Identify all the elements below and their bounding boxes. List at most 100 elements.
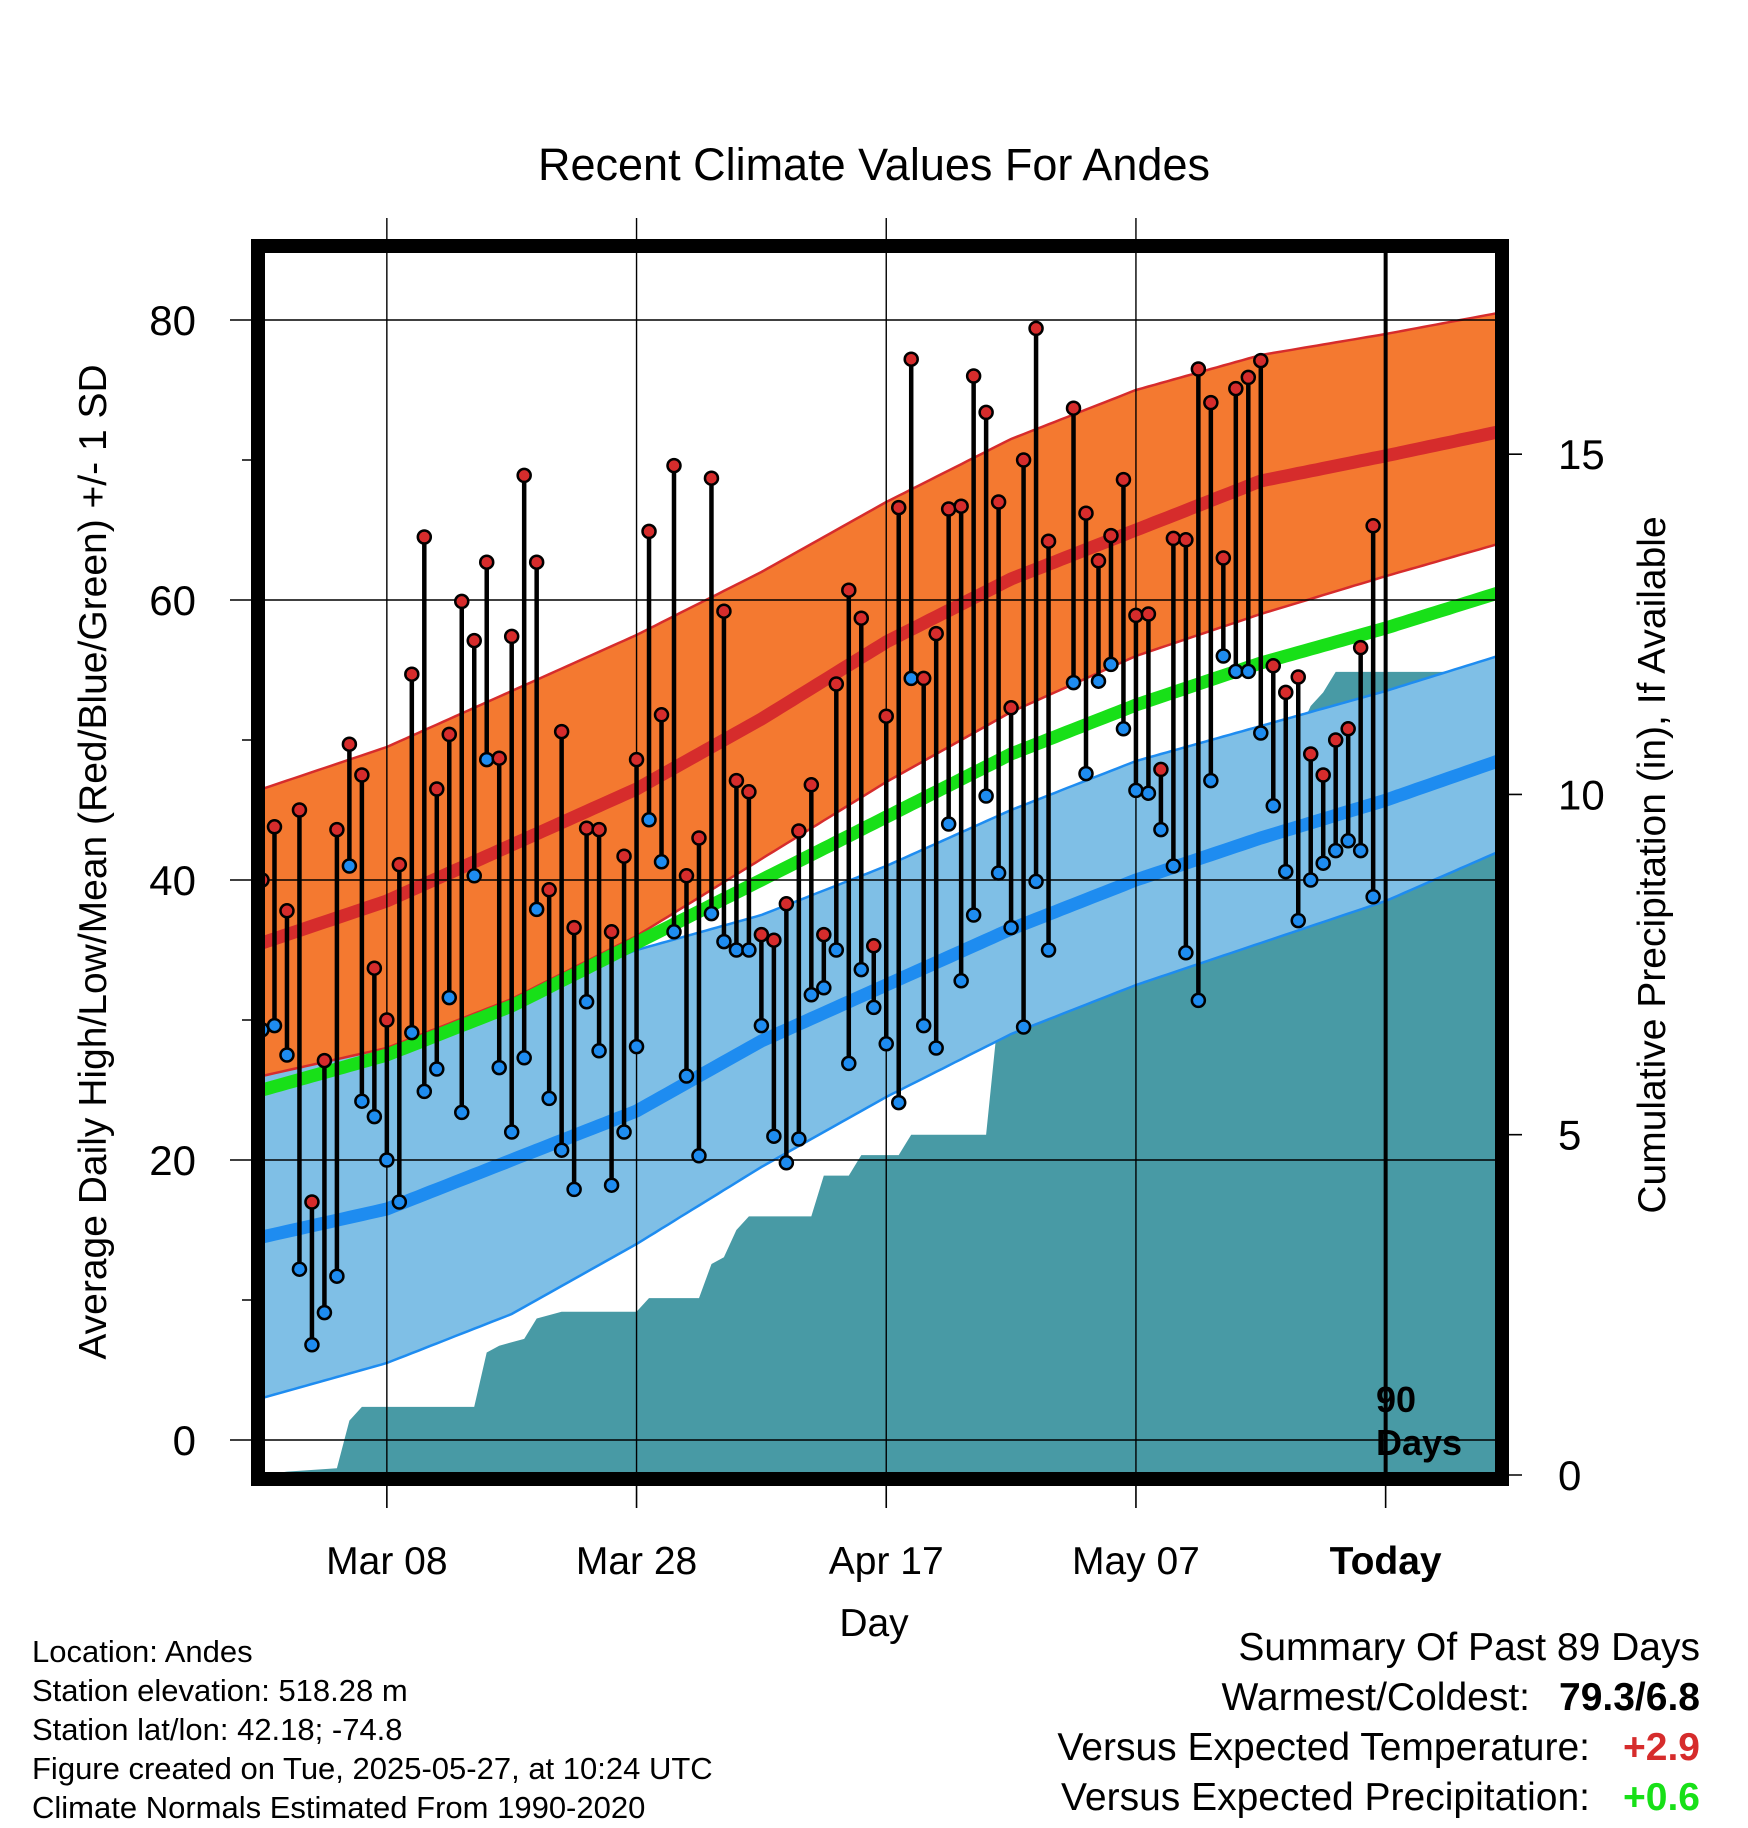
daily-low-point (391, 1194, 408, 1210)
precip-departure-row: Versus Expected Precipitation: +0.6 (1057, 1773, 1700, 1823)
daily-low-point (1365, 889, 1381, 905)
daily-high-point (1265, 658, 1282, 674)
daily-low-point (1203, 772, 1219, 789)
daily-low-point (354, 1093, 370, 1109)
daily-high-point (503, 628, 520, 645)
daily-high-point (1040, 533, 1057, 549)
daily-high-point (853, 610, 870, 626)
daily-high-point (1340, 721, 1356, 737)
daily-low-point (591, 1043, 607, 1059)
daily-high-point (716, 603, 732, 619)
precip-departure-value: +0.6 (1623, 1776, 1700, 1819)
daily-low-point (516, 1050, 532, 1066)
daily-low-point (1015, 1019, 1032, 1035)
daily-high-point (1153, 761, 1169, 778)
today-days-label-word: Days (1376, 1422, 1462, 1463)
daily-high-point (628, 751, 645, 768)
daily-low-point (940, 816, 957, 832)
daily-low-point (1115, 721, 1132, 737)
daily-low-point (890, 1094, 907, 1111)
low-sd-band (262, 656, 1498, 1398)
x-tick-label: Today (1330, 1540, 1442, 1583)
daily-low-point (528, 901, 545, 918)
mean-normal-line (262, 586, 1498, 1097)
daily-low-point (1340, 833, 1356, 849)
daily-low-point (1265, 798, 1282, 814)
daily-high-point (866, 938, 882, 954)
daily-low-point (791, 1131, 807, 1147)
chart-title: Recent Climate Values For Andes (538, 139, 1210, 190)
y-axis-right-label: Cumulative Precipitation (in), If Availa… (1631, 516, 1674, 1213)
daily-low-point (503, 1124, 520, 1140)
daily-high-point (1315, 767, 1331, 783)
warmest-coldest-value: 79.3/6.8 (1559, 1676, 1700, 1719)
daily-low-point (990, 865, 1007, 881)
daily-high-point (1015, 452, 1032, 468)
x-tick-label: Apr 17 (829, 1540, 944, 1583)
daily-low-point (1215, 648, 1232, 664)
daily-low-point (1315, 855, 1331, 871)
daily-low-point (441, 989, 458, 1006)
daily-low-point (753, 1017, 770, 1034)
daily-high-point (728, 772, 745, 789)
daily-high-point (641, 523, 657, 540)
precip-departure-label: Versus Expected Precipitation: (1061, 1776, 1590, 1819)
daily-high-point (741, 784, 757, 800)
y-tick-label: 0 (173, 1417, 196, 1464)
normals-text: Climate Normals Estimated From 1990-2020 (32, 1790, 646, 1825)
daily-high-point (1165, 530, 1182, 547)
daily-high-point (528, 554, 545, 570)
daily-low-point (266, 1017, 283, 1034)
daily-high-point (391, 856, 408, 873)
daily-low-point (341, 858, 358, 874)
daily-low-point (953, 973, 969, 989)
daily-high-point (1290, 669, 1306, 685)
daily-high-point (1228, 380, 1244, 397)
y-axis-left-label: Average Daily High/Low/Mean (Red/Blue/Gr… (72, 364, 115, 1359)
daily-high-point (978, 404, 994, 421)
plot-area (262, 311, 1498, 1475)
daily-high-point (1240, 369, 1257, 386)
daily-low-point (641, 812, 657, 828)
daily-low-point (703, 905, 720, 922)
daily-low-point (1228, 663, 1244, 680)
x-tick-label: May 07 (1072, 1540, 1200, 1583)
daily-low-point (1327, 842, 1344, 859)
daily-high-point (691, 830, 707, 846)
daily-high-point (516, 467, 532, 484)
daily-low-point (1253, 725, 1269, 741)
daily-high-point (903, 351, 919, 367)
daily-high-point (890, 499, 907, 516)
daily-low-point (1352, 842, 1369, 859)
daily-low-point (566, 1181, 582, 1198)
daily-low-point (1003, 919, 1019, 936)
daily-high-point (915, 670, 932, 687)
created-text: Figure created on Tue, 2025-05-27, at 10… (32, 1751, 713, 1786)
temp-departure-label: Versus Expected Temperature: (1057, 1726, 1590, 1769)
daily-low-point (1128, 782, 1144, 799)
daily-high-point (616, 848, 632, 864)
daily-low-point (491, 1059, 507, 1076)
daily-high-point (354, 767, 370, 783)
daily-high-point (928, 625, 944, 642)
daily-high-point (666, 457, 682, 474)
daily-high-point (366, 960, 383, 976)
daily-low-point (853, 961, 870, 978)
daily-low-point (878, 1036, 894, 1052)
daily-high-point (329, 821, 345, 838)
daily-high-point (491, 750, 507, 766)
daily-low-point (329, 1268, 345, 1284)
daily-high-point (1352, 639, 1369, 656)
warmest-coldest-row: Warmest/Coldest: 79.3/6.8 (1057, 1673, 1700, 1723)
daily-low-point (416, 1083, 433, 1100)
y-tick-label: 80 (149, 297, 196, 344)
daily-low-point (291, 1261, 308, 1277)
y-right-tick-label: 5 (1558, 1112, 1581, 1159)
daily-low-point (828, 942, 845, 958)
daily-high-point (1327, 732, 1344, 748)
daily-low-point (478, 751, 495, 768)
daily-low-point (915, 1017, 932, 1034)
daily-low-point (1165, 858, 1182, 874)
y-tick-label: 20 (149, 1137, 196, 1184)
